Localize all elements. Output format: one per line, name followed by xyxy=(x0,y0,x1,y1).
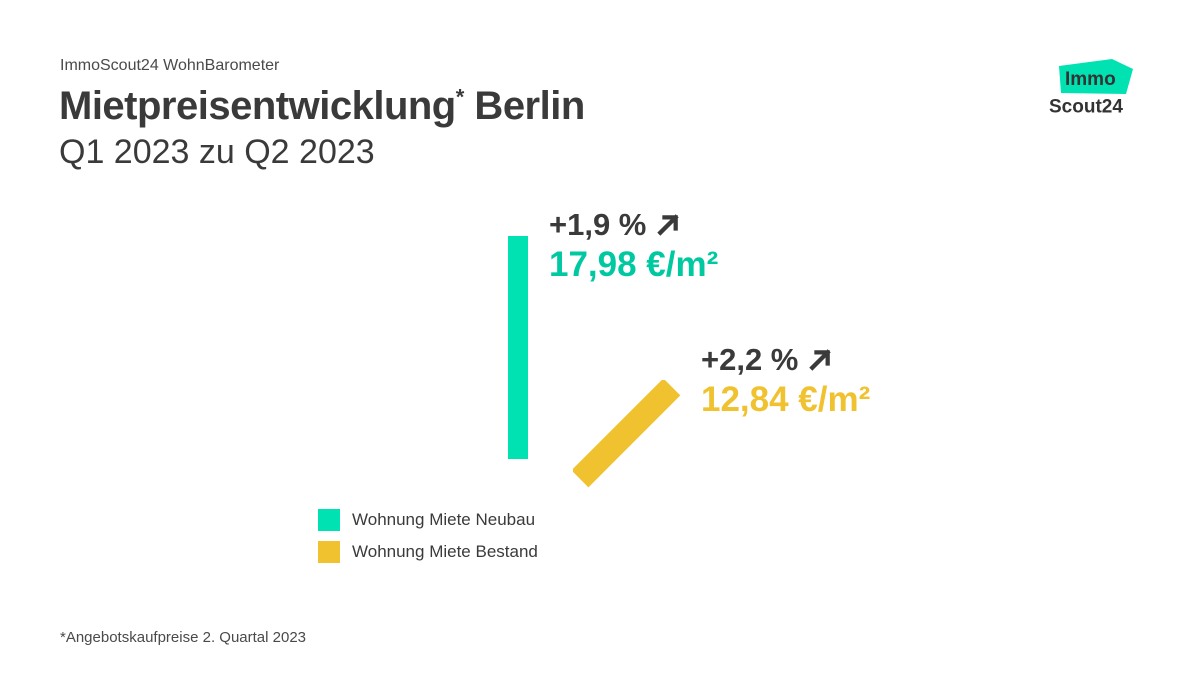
svg-text:Scout24: Scout24 xyxy=(1049,97,1123,118)
svg-text:Immo: Immo xyxy=(1065,69,1116,90)
